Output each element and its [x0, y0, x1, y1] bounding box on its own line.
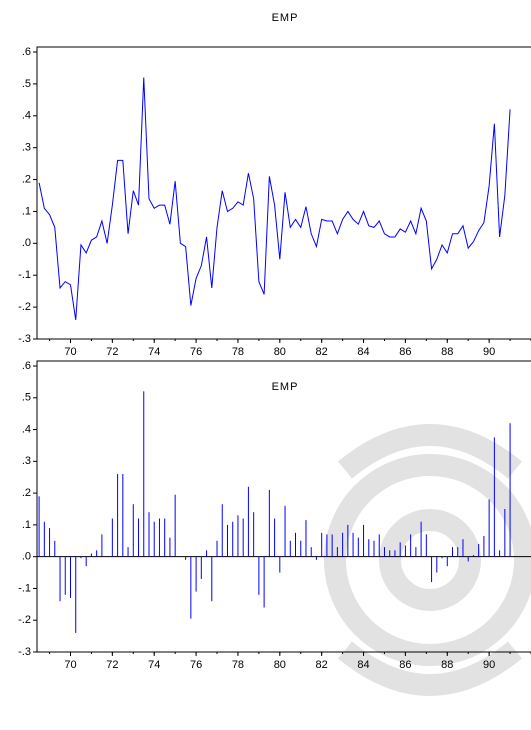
x-tick-label: 86	[399, 346, 411, 358]
x-tick-label: 72	[106, 346, 118, 358]
x-tick-label: 80	[274, 346, 286, 358]
x-tick-label: 80	[274, 659, 286, 671]
y-tick-label: .3	[22, 455, 31, 467]
y-tick-label: .5	[22, 78, 31, 90]
plot-frame	[37, 47, 531, 339]
y-tick-label: .2	[22, 487, 31, 499]
y-tick-label: .0	[22, 551, 31, 563]
chart-title: EMP	[272, 12, 299, 24]
y-tick-label: .4	[22, 423, 31, 435]
x-tick-label: 74	[148, 346, 160, 358]
x-tick-label: 74	[148, 659, 160, 671]
y-tick-label: -.2	[18, 301, 31, 313]
x-tick-label: 78	[232, 346, 244, 358]
y-tick-label: .1	[22, 519, 31, 531]
x-tick-label: 84	[357, 659, 369, 671]
plot-frame	[37, 361, 531, 652]
x-tick-label: 86	[399, 659, 411, 671]
x-tick-label: 76	[190, 346, 202, 358]
watermark	[335, 435, 525, 685]
y-tick-label: .1	[22, 205, 31, 217]
y-tick-label: -.1	[18, 582, 31, 594]
y-tick-label: .3	[22, 142, 31, 154]
y-tick-label: .4	[22, 110, 31, 122]
page: EMP -.3 -.2 -.1 .0 .1 .2 .3 .4 .5 .6 70 72 74 76 78 80 82…	[0, 0, 531, 730]
y-tick-label: -.3	[18, 333, 31, 345]
watermark-ring	[390, 520, 470, 600]
x-tick-label: 90	[483, 659, 495, 671]
y-tick-label: -.3	[18, 646, 31, 658]
y-tick-label: .5	[22, 392, 31, 404]
y-tick-label: .6	[22, 360, 31, 372]
y-tick-label: .6	[22, 46, 31, 58]
data-line	[39, 78, 510, 320]
x-tick-label: 76	[190, 659, 202, 671]
x-tick-label: 82	[316, 659, 328, 671]
x-tick-label: 88	[441, 659, 453, 671]
x-tick-label: 72	[106, 659, 118, 671]
x-tick-label: 84	[357, 346, 369, 358]
y-tick-label: .2	[22, 173, 31, 185]
x-tick-label: 88	[441, 346, 453, 358]
y-tick-label: .0	[22, 237, 31, 249]
y-tick-label: -.2	[18, 614, 31, 626]
chart-title: EMP	[272, 381, 299, 393]
x-tick-label: 90	[483, 346, 495, 358]
watermark-ring	[335, 465, 525, 655]
x-tick-label: 78	[232, 659, 244, 671]
x-tick-label: 70	[64, 659, 76, 671]
x-tick-label: 82	[316, 346, 328, 358]
y-tick-label: -.1	[18, 269, 31, 281]
x-tick-label: 70	[64, 346, 76, 358]
